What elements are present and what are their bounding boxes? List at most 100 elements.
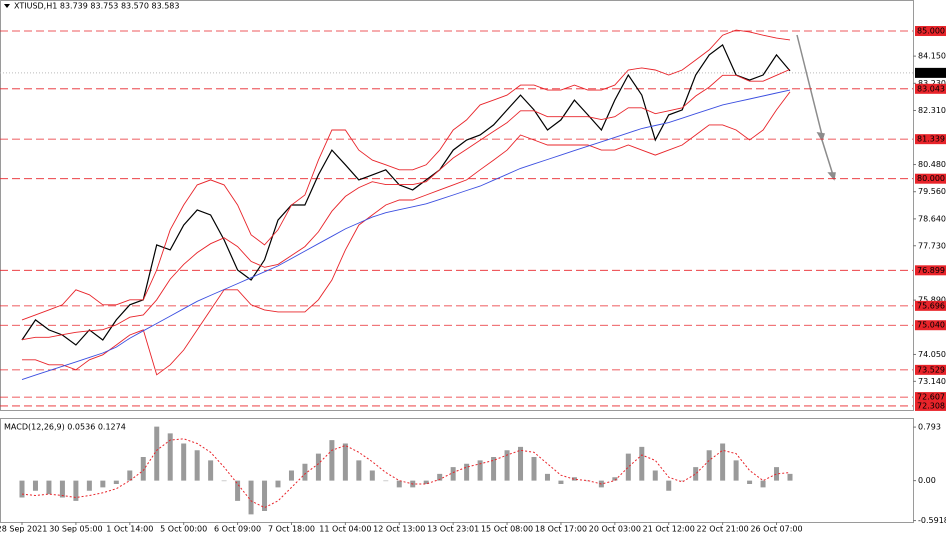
macd-bar — [760, 480, 766, 488]
level-label: 72.308 — [917, 401, 945, 410]
last-price-box — [915, 67, 946, 78]
level-label: 72.607 — [917, 393, 945, 402]
indicator-line — [21, 29, 791, 321]
macd-bar — [73, 480, 79, 501]
macd-bar — [450, 467, 456, 481]
macd-bar — [491, 457, 497, 481]
macd-bar — [571, 477, 577, 481]
macd-bar — [652, 470, 658, 481]
macd-bar — [504, 450, 510, 481]
x-tick-label: 12 Oct 13:00 — [373, 525, 425, 534]
level-label-box — [915, 320, 946, 331]
macd-bar — [127, 470, 133, 481]
y-tick-label: 79.560 — [918, 187, 946, 196]
arrow-head — [827, 172, 836, 181]
y-tick-label: 78.640 — [918, 214, 946, 223]
macd-bar — [100, 480, 106, 488]
level-label: 73.529 — [917, 365, 945, 374]
macd-bar — [248, 480, 254, 515]
macd-bar — [693, 467, 699, 481]
chart-title: XTIUSD,H1 83.739 83.753 83.570 83.583 — [14, 2, 179, 11]
macd-bar — [288, 470, 294, 481]
macd-bar — [86, 480, 92, 491]
macd-y-tick-label: -0.5918 — [918, 516, 946, 525]
y-tick-label: 80.480 — [918, 160, 946, 169]
macd-bar — [639, 446, 645, 481]
level-label: 81.339 — [917, 135, 945, 144]
x-tick-label: 26 Oct 07:00 — [750, 525, 802, 534]
macd-signal — [21, 438, 791, 509]
macd-bar — [774, 467, 780, 481]
indicator-line — [21, 89, 791, 381]
level-label-box — [915, 300, 946, 311]
macd-bar — [383, 480, 389, 482]
macd-panel — [0, 418, 914, 523]
x-tick-label: 5 Oct 00:00 — [160, 525, 207, 534]
x-tick-label: 18 Oct 17:00 — [535, 525, 587, 534]
level-label-box — [915, 134, 946, 145]
macd-bar — [275, 480, 281, 488]
arrow-head — [816, 132, 825, 142]
macd-bar — [544, 473, 550, 481]
macd-bar — [625, 453, 631, 481]
y-tick-label: 73.140 — [918, 377, 946, 386]
macd-bar — [140, 457, 146, 481]
macd-bar — [181, 443, 187, 481]
menu-arrow[interactable] — [4, 4, 10, 8]
x-tick-label: 6 Oct 09:00 — [214, 525, 261, 534]
macd-bar — [221, 480, 227, 482]
macd-bar — [315, 453, 321, 481]
level-label: 83.043 — [917, 84, 945, 93]
macd-bar — [369, 470, 375, 481]
indicator-line — [22, 91, 791, 376]
level-label: 85.000 — [917, 27, 945, 36]
macd-bar — [679, 480, 685, 482]
macd-title: MACD(12,26,9) 0.0536 0.1274 — [4, 423, 126, 432]
x-tick-label: 7 Oct 18:00 — [268, 525, 315, 534]
macd-bar — [59, 480, 65, 498]
x-tick-label: 20 Oct 03:00 — [589, 525, 641, 534]
macd-bar — [423, 480, 429, 484]
price-panel — [0, 0, 914, 411]
x-tick-label: 13 Oct 23:01 — [427, 525, 479, 534]
macd-y-tick-label: 0.793 — [918, 423, 941, 432]
macd-bar — [167, 433, 173, 481]
y-tick-label: 83.230 — [918, 79, 946, 88]
macd-bar — [437, 473, 443, 481]
macd-bar — [558, 480, 564, 484]
indicator-line — [21, 68, 791, 341]
macd-bar — [356, 460, 362, 481]
macd-bar — [208, 460, 214, 481]
y-tick-label: 77.730 — [918, 241, 946, 250]
x-tick-label: 22 Oct 21:00 — [697, 525, 749, 534]
level-label-box — [915, 392, 946, 403]
macd-bar — [531, 457, 537, 481]
x-tick-label: 1 Oct 14:00 — [106, 525, 153, 534]
x-tick-label: 30 Sep 05:00 — [49, 525, 102, 534]
macd-bar — [464, 463, 470, 481]
level-label-box — [915, 26, 946, 37]
macd-bar — [396, 480, 402, 488]
x-tick-label: 11 Oct 04:00 — [319, 525, 371, 534]
macd-bar — [733, 460, 739, 481]
level-label: 76.899 — [917, 266, 945, 275]
macd-bar — [32, 480, 38, 491]
macd-bar — [666, 480, 672, 491]
macd-bar — [262, 480, 268, 511]
x-tick-label: 21 Oct 12:00 — [643, 525, 695, 534]
level-label-box — [915, 265, 946, 276]
macd-bar — [46, 480, 52, 495]
level-label: 75.040 — [917, 321, 945, 330]
macd-bar — [706, 450, 712, 481]
level-label-box — [915, 400, 946, 411]
y-tick-label: 82.310 — [918, 106, 946, 115]
macd-bar — [329, 440, 335, 481]
macd-bar — [720, 443, 726, 481]
x-tick-label: 28 Sep 2021 — [0, 525, 47, 534]
macd-bar — [235, 480, 241, 501]
macd-bar — [612, 477, 618, 481]
macd-bar — [518, 446, 524, 481]
level-label-box — [915, 83, 946, 94]
level-label-box — [915, 364, 946, 375]
